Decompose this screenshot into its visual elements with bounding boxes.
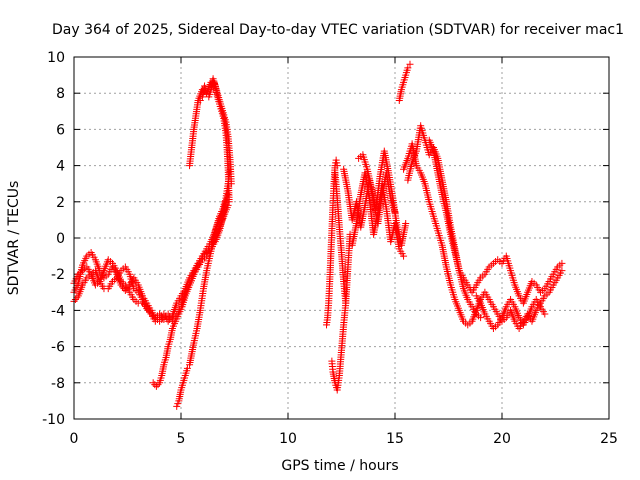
data-point [152,382,160,390]
x-axis-label: GPS time / hours [281,458,398,474]
data-point [154,381,162,389]
y-tick-label: 4 [56,159,65,175]
x-tick-label: 25 [600,431,618,447]
y-tick-label: 0 [56,231,65,247]
data-point [196,96,204,104]
y-axis-label: SDTVAR / TECUs [6,181,22,296]
data-points [70,60,566,410]
data-point [333,162,341,170]
data-point [541,310,549,318]
x-tick-label: 15 [386,431,404,447]
axis-ticks: 0 5 10 15 20 25 -10 -8 -6 -4 -2 0 2 4 6 8 10 [42,50,618,447]
y-tick-label: 8 [56,86,65,102]
data-point [183,364,191,372]
data-point [157,312,165,320]
grid-lines [74,57,609,419]
y-tick-label: 10 [47,50,65,66]
y-tick-label: -4 [51,303,65,319]
data-point [71,296,79,304]
x-tick-label: 20 [493,431,511,447]
data-point [73,294,81,302]
data-point [225,198,233,206]
data-point [404,64,412,72]
data-point [558,259,566,267]
plot-frame [73,56,610,420]
y-tick-label: -10 [42,412,65,428]
data-point [164,315,172,323]
data-point [400,252,408,260]
data-point [149,379,157,387]
x-tick-label: 0 [70,431,79,447]
y-tick-label: 2 [56,195,65,211]
data-point [402,220,410,228]
data-point [406,60,414,68]
y-tick-label: -6 [51,340,65,356]
data-point [167,314,175,322]
y-tick-label: -2 [51,267,65,283]
data-point [477,314,485,322]
data-point [156,310,164,318]
data-point [158,314,166,322]
data-point [558,267,566,275]
x-tick-label: 5 [177,431,186,447]
chart-title: Day 364 of 2025, Sidereal Day-to-day VTE… [52,22,624,38]
y-tick-label: -8 [51,376,65,392]
data-point [203,89,211,97]
x-tick-label: 10 [279,431,297,447]
y-tick-label: 6 [56,122,65,138]
